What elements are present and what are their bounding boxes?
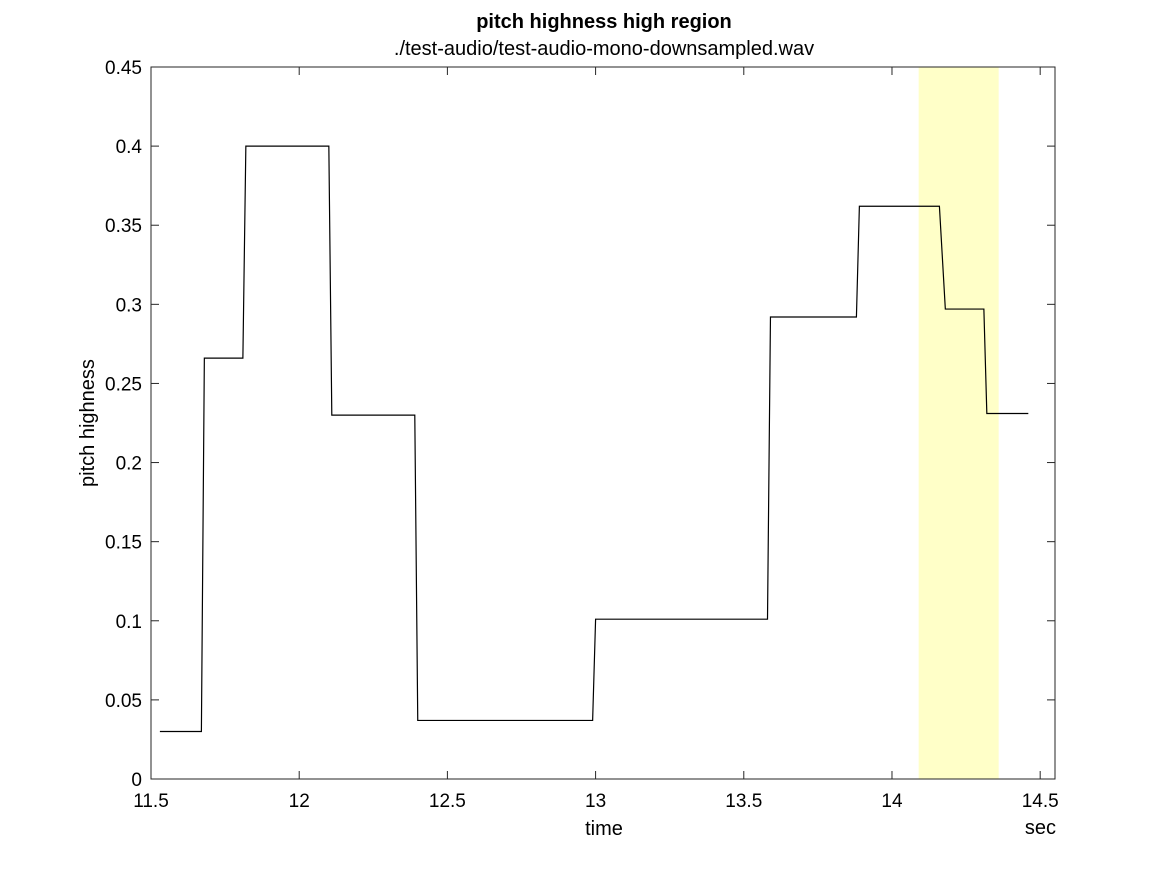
- y-tick-label: 0.45: [105, 58, 142, 79]
- x-tick-label: 13.5: [725, 791, 762, 812]
- x-axis: 11.5 12 12.5 13 13.5 14 14.5: [133, 67, 1059, 812]
- chart-subtitle: ./test-audio/test-audio-mono-downsampled…: [394, 38, 814, 60]
- y-tick-label: 0.25: [105, 374, 142, 395]
- series-layer: [159, 145, 1029, 733]
- y-axis: 0 0.05 0.1 0.15 0.2 0.25 0.3 0.35 0.4 0.45: [105, 58, 1055, 791]
- y-tick-label: 0.2: [116, 454, 142, 475]
- y-tick-label: 0.05: [105, 691, 142, 712]
- x-axis-label: time: [585, 818, 623, 840]
- x-tick-label: 11.5: [133, 791, 169, 812]
- x-tick-label: 14: [881, 791, 903, 812]
- x-axis-unit: sec: [1025, 817, 1056, 839]
- x-tick-label: 14.5: [1022, 791, 1059, 812]
- highlight-region: [918, 67, 999, 779]
- y-tick-label: 0.3: [116, 295, 142, 316]
- series-line-0: [159, 145, 1029, 733]
- y-tick-label: 0.15: [105, 533, 142, 554]
- x-tick-label: 12: [289, 791, 310, 812]
- y-axis-label: pitch highness: [77, 359, 99, 487]
- plot-area-frame: [150, 66, 1056, 780]
- y-tick-label: 0.1: [116, 612, 142, 633]
- x-tick-label: 12.5: [429, 791, 466, 812]
- y-tick-label: 0: [131, 770, 142, 791]
- y-tick-label: 0.35: [105, 216, 142, 237]
- x-tick-label: 13: [585, 791, 606, 812]
- highlight-layer: [918, 67, 999, 779]
- y-tick-label: 0.4: [116, 137, 143, 158]
- chart-title: pitch highness high region: [476, 11, 732, 33]
